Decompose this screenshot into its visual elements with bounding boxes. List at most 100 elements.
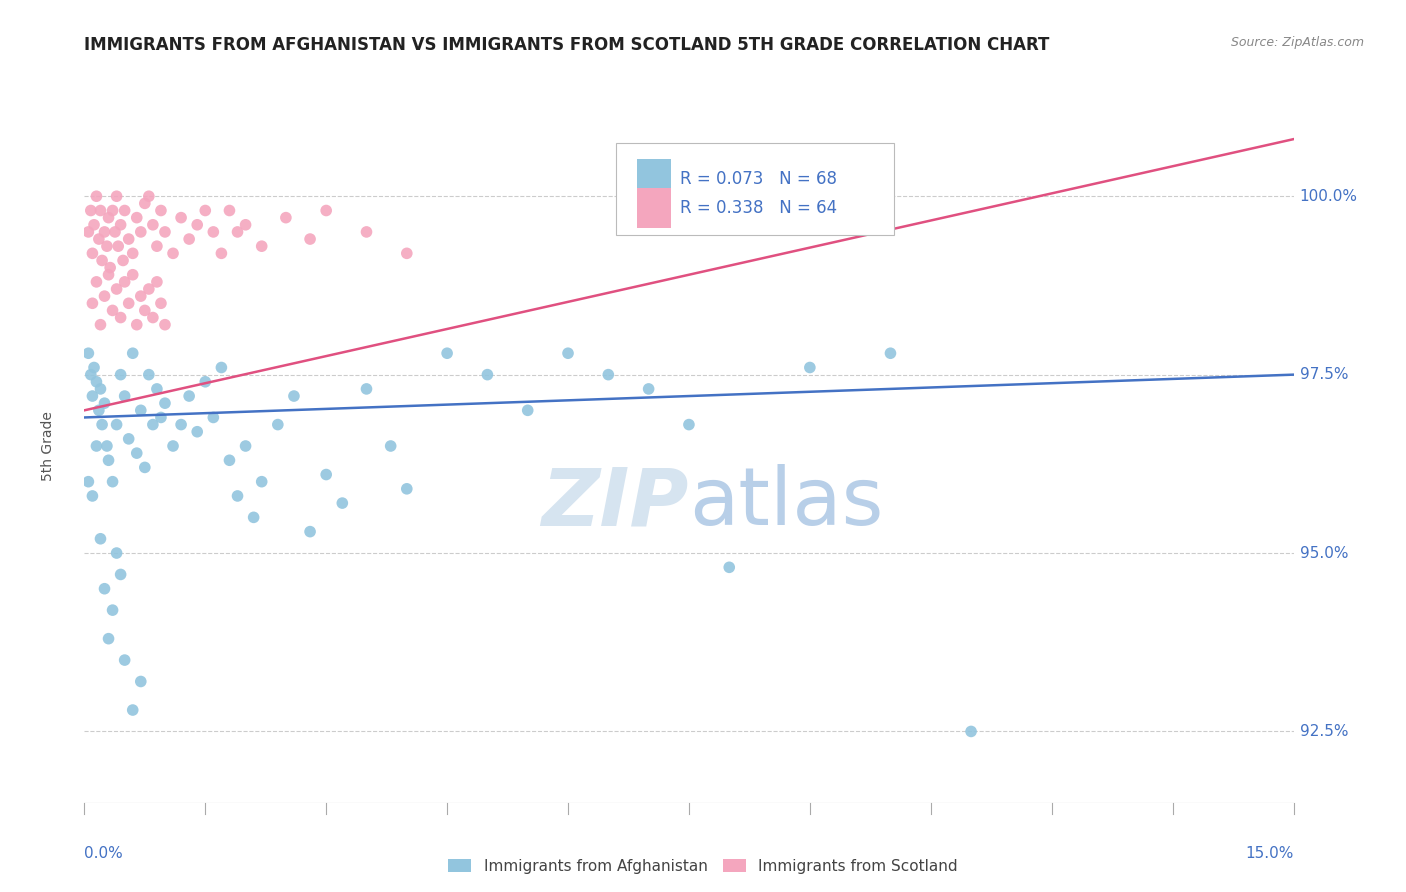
Point — [82, 389, 104, 403]
Point — [86, 375, 108, 389]
Point — [105, 417, 128, 432]
Point — [380, 439, 402, 453]
Point — [110, 368, 132, 382]
Point — [395, 246, 418, 260]
Point — [226, 225, 249, 239]
Point — [121, 703, 143, 717]
Point — [637, 382, 659, 396]
Point — [315, 467, 337, 482]
Point — [598, 368, 620, 382]
Point — [97, 632, 120, 646]
Text: atlas: atlas — [689, 464, 883, 542]
Point — [87, 232, 110, 246]
Point — [93, 225, 115, 239]
Point — [153, 318, 176, 332]
Point — [86, 439, 108, 453]
Point — [142, 310, 165, 325]
Point — [218, 453, 240, 467]
Point — [226, 489, 249, 503]
Point — [186, 425, 208, 439]
Point — [105, 282, 128, 296]
Point — [274, 211, 297, 225]
Point — [77, 346, 100, 360]
Point — [179, 389, 201, 403]
Point — [153, 396, 176, 410]
Point — [121, 346, 143, 360]
Point — [146, 382, 169, 396]
Point — [118, 296, 141, 310]
Point — [101, 303, 124, 318]
Point — [93, 582, 115, 596]
Bar — [637, 159, 671, 198]
Point — [356, 382, 378, 396]
Point — [718, 560, 741, 574]
Point — [121, 268, 143, 282]
Point — [80, 203, 103, 218]
Text: 100.0%: 100.0% — [1299, 189, 1358, 203]
Point — [516, 403, 538, 417]
Point — [250, 475, 273, 489]
Point — [142, 218, 165, 232]
Text: 5th Grade: 5th Grade — [41, 411, 55, 481]
Legend: Immigrants from Afghanistan, Immigrants from Scotland: Immigrants from Afghanistan, Immigrants … — [443, 853, 963, 880]
Point — [202, 225, 225, 239]
Point — [87, 403, 110, 417]
Point — [97, 268, 120, 282]
Point — [134, 303, 156, 318]
Point — [107, 239, 129, 253]
Point — [114, 389, 136, 403]
Point — [110, 567, 132, 582]
Point — [125, 446, 148, 460]
Point — [134, 460, 156, 475]
Point — [146, 275, 169, 289]
Point — [110, 310, 132, 325]
Point — [89, 203, 111, 218]
Point — [138, 282, 160, 296]
Point — [114, 653, 136, 667]
Point — [80, 368, 103, 382]
Point — [557, 346, 579, 360]
Point — [89, 318, 111, 332]
Point — [299, 232, 322, 246]
Point — [97, 453, 120, 467]
Point — [86, 189, 108, 203]
Point — [395, 482, 418, 496]
Point — [83, 360, 105, 375]
Point — [138, 189, 160, 203]
Point — [96, 439, 118, 453]
Point — [477, 368, 499, 382]
Point — [250, 239, 273, 253]
Point — [194, 203, 217, 218]
Text: 92.5%: 92.5% — [1299, 724, 1348, 739]
Text: ZIP: ZIP — [541, 464, 689, 542]
Point — [242, 510, 264, 524]
Point — [170, 417, 193, 432]
Point — [118, 432, 141, 446]
Point — [93, 396, 115, 410]
Point — [299, 524, 322, 539]
Point — [170, 211, 193, 225]
Text: 15.0%: 15.0% — [1246, 846, 1294, 861]
Point — [138, 368, 160, 382]
Text: Source: ZipAtlas.com: Source: ZipAtlas.com — [1230, 36, 1364, 49]
Point — [82, 489, 104, 503]
Text: IMMIGRANTS FROM AFGHANISTAN VS IMMIGRANTS FROM SCOTLAND 5TH GRADE CORRELATION CH: IMMIGRANTS FROM AFGHANISTAN VS IMMIGRANT… — [84, 36, 1050, 54]
Point — [209, 360, 232, 375]
Point — [129, 403, 152, 417]
Point — [149, 203, 172, 218]
Point — [356, 225, 378, 239]
Text: R = 0.073   N = 68: R = 0.073 N = 68 — [681, 169, 838, 188]
Point — [330, 496, 353, 510]
Point — [134, 196, 156, 211]
Point — [86, 275, 108, 289]
Bar — [637, 188, 671, 227]
Text: 97.5%: 97.5% — [1299, 368, 1348, 382]
Point — [218, 203, 240, 218]
Point — [82, 246, 104, 260]
Point — [110, 218, 132, 232]
Point — [202, 410, 225, 425]
Point — [879, 346, 901, 360]
Point — [149, 296, 172, 310]
Point — [101, 203, 124, 218]
Point — [162, 439, 184, 453]
